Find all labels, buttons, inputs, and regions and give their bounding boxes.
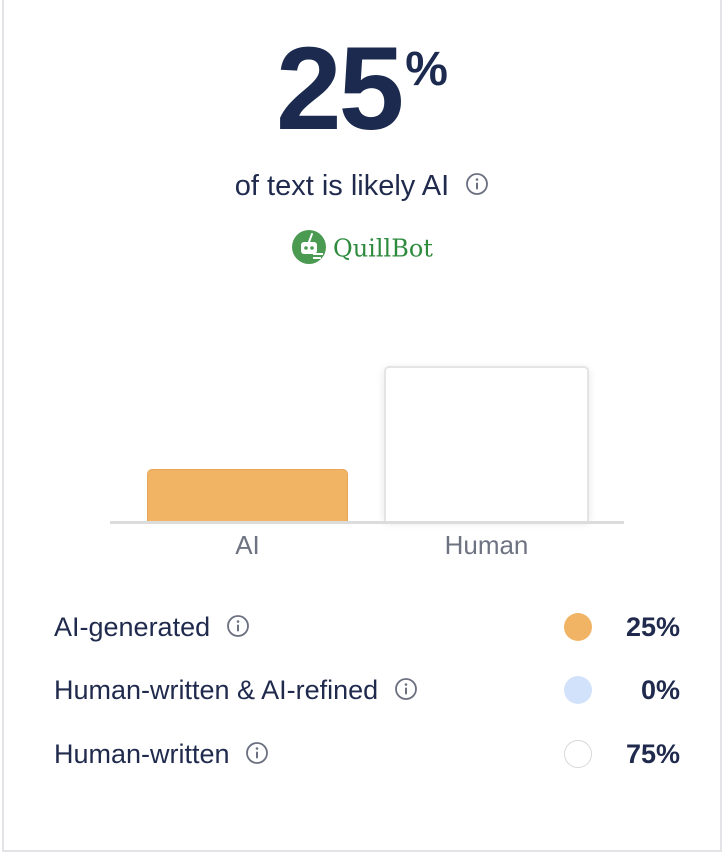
chart-baseline [110,521,624,524]
legend-label: Human-written & AI-refined [54,675,418,706]
bar-human [384,366,589,521]
info-icon[interactable] [394,677,418,701]
brand-badge: QuillBot [4,230,720,268]
legend-label-text: Human-written [54,739,230,769]
tick-label-ai: AI [235,530,260,560]
legend-value: 25% [625,612,680,642]
brand-name: QuillBot [333,234,433,263]
legend-swatch-human-ai-refined [564,676,592,704]
legend-swatch-human [564,740,592,768]
info-icon[interactable] [465,172,489,196]
legend-label-text: Human-written & AI-refined [54,675,379,705]
legend-value: 75% [625,739,680,769]
info-icon[interactable] [226,614,250,638]
legend-row-human-written: Human-written 75% [54,735,680,775]
bar-ai [147,469,348,521]
subtitle-text: of text is likely AI [234,170,450,202]
score-subtitle: of text is likely AI [4,170,720,203]
legend-row-ai-generated: AI-generated 25% [54,608,680,648]
legend-label-text: AI-generated [54,612,211,642]
score-unit: % [405,43,448,96]
score-display: 25% [4,30,720,148]
tick-label-human: Human [444,530,529,560]
legend-value: 0% [640,675,680,705]
legend-label: AI-generated [54,612,250,643]
legend-label: Human-written [54,739,269,770]
bar-chart: AI Human [110,360,624,560]
score-value: 25 [276,23,404,155]
info-icon[interactable] [245,741,269,765]
quillbot-logo-icon [292,230,327,264]
legend-row-human-ai-refined: Human-written & AI-refined 0% [54,671,680,711]
legend-swatch-ai [564,613,592,641]
